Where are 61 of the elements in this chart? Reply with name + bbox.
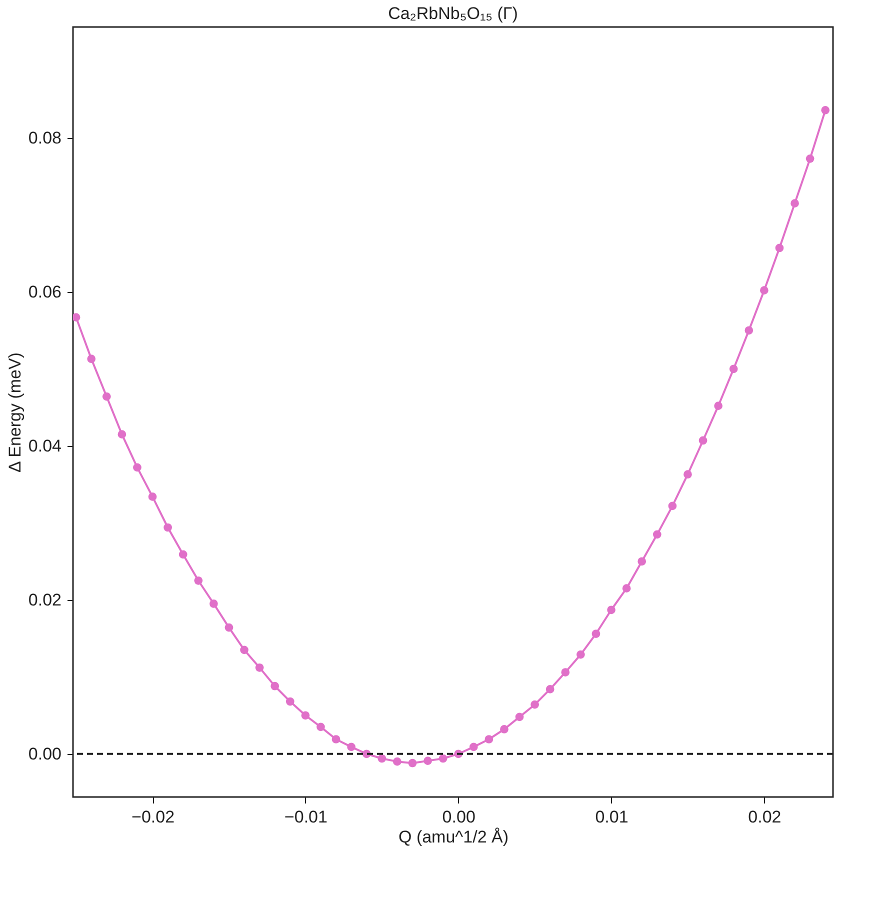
point: [530, 700, 539, 709]
point: [87, 354, 96, 364]
point: [178, 550, 188, 559]
x-tick-label: −0.02: [132, 808, 175, 826]
point: [102, 392, 111, 401]
point: [576, 650, 585, 659]
point: [240, 646, 248, 654]
x-tick-label: 0.01: [595, 808, 628, 826]
point: [73, 313, 80, 322]
y-tick-label: 0.08: [28, 128, 62, 148]
point: [286, 697, 294, 706]
point: [760, 286, 768, 295]
x-tick-label: 0.02: [748, 808, 782, 826]
point: [821, 106, 830, 114]
point: [775, 244, 784, 252]
point: [224, 623, 234, 632]
point: [684, 470, 692, 479]
point: [148, 492, 157, 501]
chart-title: Ca₂RbNb₅O₁₅ (Γ): [388, 4, 518, 23]
point: [270, 682, 280, 690]
point: [164, 523, 172, 532]
point: [316, 722, 325, 732]
point: [378, 754, 386, 763]
y-tick-label: 0.02: [28, 590, 62, 610]
point: [255, 663, 264, 672]
point: [714, 402, 722, 410]
point: [408, 758, 417, 768]
point: [393, 757, 402, 766]
point: [744, 326, 754, 335]
point: [484, 735, 494, 744]
point: [194, 576, 203, 585]
point: [698, 436, 708, 445]
x-axis-title: Q (amu^1/2 Å): [398, 828, 509, 846]
point: [332, 735, 340, 744]
point: [652, 530, 662, 539]
y-tick-label: 0.00: [28, 744, 62, 764]
point: [301, 711, 310, 720]
y-axis-title: Δ Energy (meV): [5, 352, 24, 473]
point: [133, 463, 142, 472]
point: [592, 630, 600, 638]
point: [424, 756, 432, 765]
x-tick-label: 0.00: [442, 808, 476, 826]
point: [806, 154, 814, 163]
point: [210, 600, 218, 608]
point: [515, 712, 524, 722]
point: [622, 584, 631, 593]
point: [347, 742, 356, 752]
point: [561, 668, 570, 676]
x-tick-label: −0.01: [284, 808, 328, 826]
point: [546, 685, 554, 694]
point: [438, 754, 448, 763]
y-tick-label: 0.06: [28, 282, 62, 302]
point: [638, 557, 646, 566]
point: [790, 199, 799, 208]
point: [729, 364, 738, 374]
point: [500, 725, 508, 734]
point: [668, 502, 677, 510]
point: [607, 606, 616, 614]
point: [469, 742, 478, 752]
y-tick-label: 0.04: [28, 436, 62, 456]
point: [118, 430, 126, 439]
